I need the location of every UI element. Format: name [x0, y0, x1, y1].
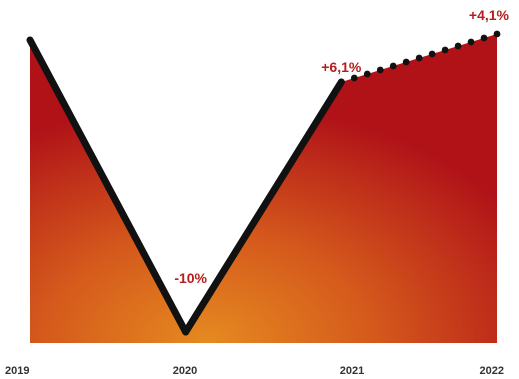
- dotted-segment-dot: [480, 34, 488, 42]
- dotted-segment-dots: [337, 30, 501, 86]
- dotted-segment-dot: [467, 38, 475, 46]
- dotted-segment-dot: [441, 46, 449, 54]
- dotted-segment-dot: [350, 74, 358, 82]
- series-segment-2020-2021: [182, 78, 345, 336]
- x-axis-ticks: 2019 2020 2021 2022: [5, 365, 504, 377]
- dotted-segment-dot: [389, 62, 397, 70]
- data-label-2021: +6,1%: [321, 59, 362, 75]
- dotted-segment-dot: [363, 70, 371, 78]
- series-lines: [26, 36, 345, 336]
- dotted-segment-dot: [454, 42, 462, 50]
- dotted-segment-dot: [493, 30, 501, 38]
- data-labels: -10% +6,1% +4,1%: [174, 7, 509, 286]
- x-tick-label-2019: 2019: [5, 365, 29, 377]
- dotted-segment-dot: [415, 54, 423, 62]
- series-segment-2019-2020: [26, 36, 190, 336]
- x-tick-label-2022: 2022: [480, 365, 504, 377]
- data-label-2022: +4,1%: [469, 7, 510, 23]
- dotted-segment-dot: [376, 66, 384, 74]
- data-label-2020: -10%: [174, 270, 207, 286]
- x-tick-label-2021: 2021: [340, 365, 364, 377]
- dotted-segment-dot: [402, 58, 410, 66]
- dotted-segment-dot: [337, 78, 345, 86]
- dotted-segment-dot: [428, 50, 436, 58]
- area-fill: [30, 34, 497, 343]
- x-tick-label-2020: 2020: [173, 365, 197, 377]
